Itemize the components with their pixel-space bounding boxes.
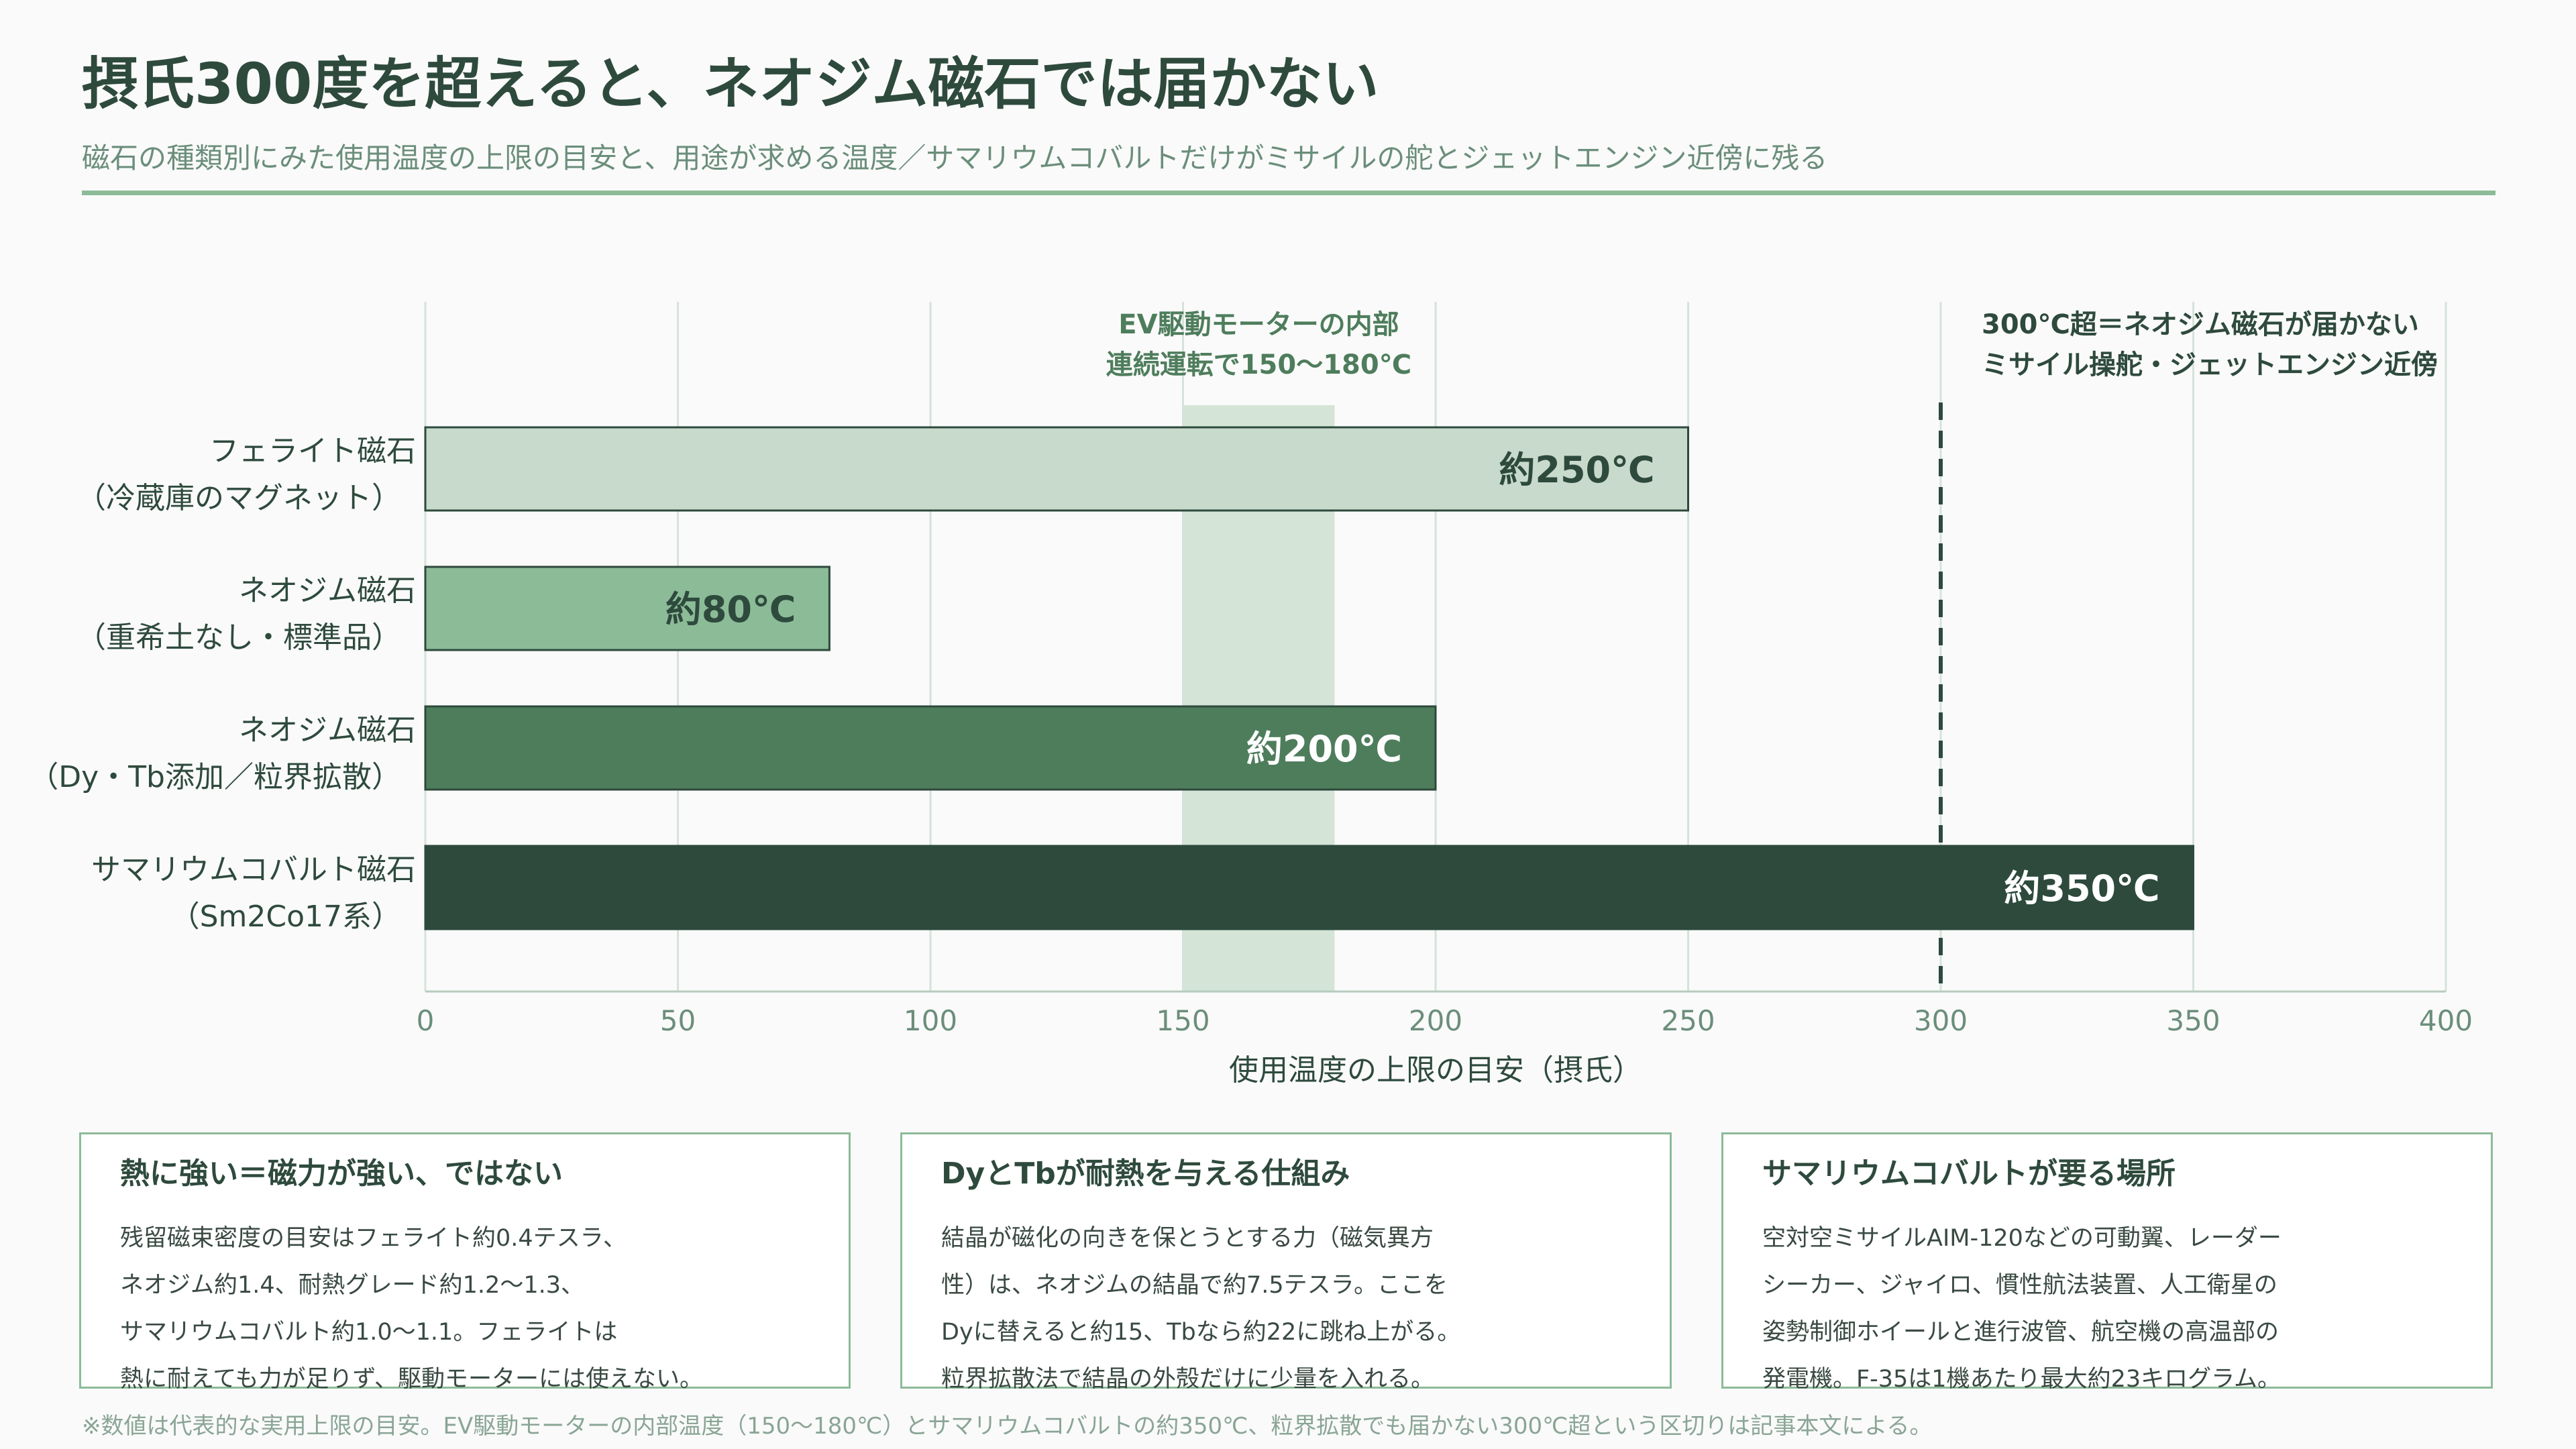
category-label: サマリウムコバルト磁石 <box>91 853 416 887</box>
card-text-line: サマリウムコバルト約1.0〜1.1。フェライトは <box>120 1319 618 1346</box>
category-label: フェライト磁石 <box>209 434 416 468</box>
x-axis-label: 使用温度の上限の目安（摂氏） <box>1229 1053 1642 1087</box>
category-sublabel: （冷蔵庫のマグネット） <box>76 481 401 515</box>
card-title: 熱に強い＝磁力が強い、ではない <box>120 1157 563 1191</box>
reference-line-label: ミサイル操舵・ジェットエンジン近傍 <box>1982 350 2438 380</box>
category-label: ネオジム磁石 <box>239 574 416 608</box>
x-tick-label: 50 <box>660 1004 696 1037</box>
bar <box>424 566 830 651</box>
page-title: 摂氏300度を超えると、ネオジム磁石では届かない <box>82 51 1379 117</box>
card-text-line: Dyに替えると約15、Tbなら約22に跳ね上がる。 <box>941 1319 1461 1346</box>
category-sublabel: （重希土なし・標準品） <box>76 621 401 655</box>
card-title: サマリウムコバルトが要る場所 <box>1762 1157 2176 1191</box>
x-tick-label: 300 <box>1914 1004 1968 1037</box>
card-text-line: ネオジム約1.4、耐熱グレード約1.2〜1.3、 <box>120 1272 584 1299</box>
info-cards: 熱に強い＝磁力が強い、ではない 残留磁束密度の目安はフェライト約0.4テスラ、 … <box>79 1132 2496 1393</box>
header-divider <box>82 191 2496 195</box>
card-text-line: 粒界拡散法で結晶の外殻だけに少量を入れる。 <box>941 1366 1435 1393</box>
x-tick-label: 250 <box>1661 1004 1715 1037</box>
temperature-bar-chart: 約250℃ フェライト磁石 （冷蔵庫のマグネット） 約80℃ ネオジム磁石 （重希土なし・… <box>29 302 2473 1087</box>
bar-data-label: 約350℃ <box>2004 867 2159 910</box>
footnote: ※数値は代表的な実用上限の目安。EV駆動モーターの内部温度（150〜180℃）と… <box>82 1413 1933 1440</box>
card-text-line: 発電機。F-35は1機あたり最大約23キログラム。 <box>1762 1366 2282 1393</box>
bar-data-label: 約250℃ <box>1499 449 1654 491</box>
x-tick-label: 400 <box>2419 1004 2473 1037</box>
bar-data-label: 約200℃ <box>1246 728 1402 770</box>
card-text-line: 結晶が磁化の向きを保とうとする力（磁気異方 <box>941 1225 1434 1252</box>
category-label: ネオジム磁石 <box>239 713 416 747</box>
ev-band-label: EV駆動モーターの内部 <box>1118 309 1399 340</box>
info-card-applications: サマリウムコバルトが要る場所 空対空ミサイルAIM-120などの可動翼、レーダー… <box>1721 1132 2493 1393</box>
card-text-line: 姿勢制御ホイールと進行波管、航空機の高温部の <box>1762 1319 2279 1346</box>
bar-data-label: 約80℃ <box>665 588 796 631</box>
info-card-mechanism: DyとTbが耐熱を与える仕組み 結晶が磁化の向きを保とうとする力（磁気異方 性）… <box>900 1132 1672 1393</box>
page-subtitle: 磁石の種類別にみた使用温度の上限の目安と、用途が求める温度／サマリウムコバルトだ… <box>82 142 1828 174</box>
x-tick-label: 0 <box>417 1004 435 1037</box>
card-text-line: 空対空ミサイルAIM-120などの可動翼、レーダー <box>1762 1225 2282 1252</box>
info-card-strength: 熱に強い＝磁力が強い、ではない 残留磁束密度の目安はフェライト約0.4テスラ、 … <box>79 1132 851 1393</box>
ev-band-label: 連続運転で150〜180℃ <box>1106 350 1411 380</box>
bar <box>424 845 2194 930</box>
category-sublabel: （Sm2Co17系） <box>170 900 401 934</box>
x-tick-label: 150 <box>1156 1004 1210 1037</box>
x-tick-label: 350 <box>2166 1004 2220 1037</box>
card-text-line: シーカー、ジャイロ、慣性航法装置、人工衛星の <box>1762 1272 2277 1299</box>
reference-line-label: 300℃超＝ネオジム磁石が届かない <box>1982 309 2419 340</box>
bar <box>424 426 1689 512</box>
category-sublabel: （Dy・Tb添加／粒界拡散） <box>29 760 401 794</box>
x-tick-label: 200 <box>1409 1004 1462 1037</box>
card-title: DyとTbが耐熱を与える仕組み <box>941 1157 1350 1191</box>
bar <box>424 705 1437 791</box>
card-text-line: 熱に耐えても力が足りず、駆動モーターには使えない。 <box>120 1366 704 1393</box>
x-tick-label: 100 <box>904 1004 957 1037</box>
card-text-line: 残留磁束密度の目安はフェライト約0.4テスラ、 <box>120 1225 627 1252</box>
card-text-line: 性）は、ネオジムの結晶で約7.5テスラ。ここを <box>941 1272 1448 1299</box>
